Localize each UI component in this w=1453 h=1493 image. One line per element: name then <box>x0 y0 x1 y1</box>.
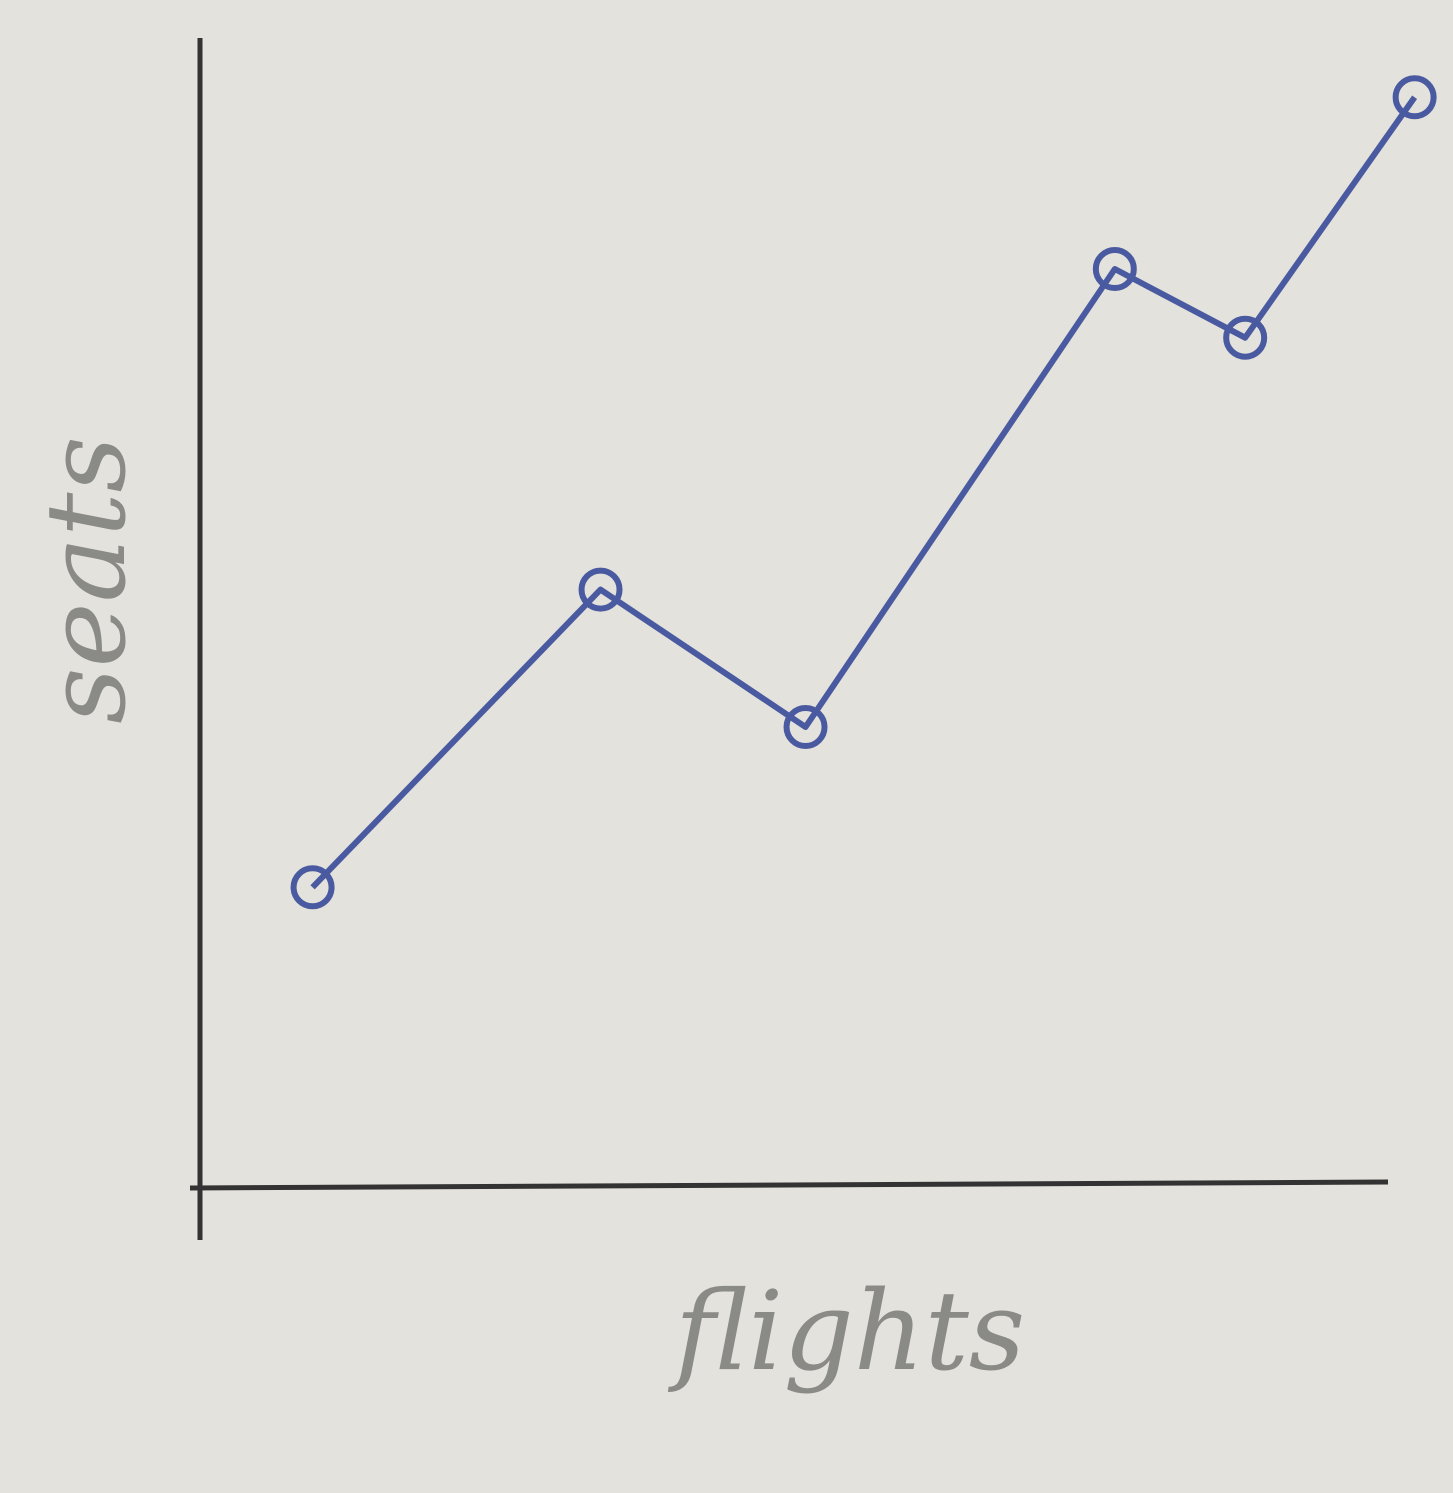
data-point <box>783 705 828 749</box>
x-axis <box>189 1179 1389 1191</box>
y-axis-label: seats <box>22 436 150 724</box>
series-line <box>310 95 1418 890</box>
data-point <box>290 865 335 910</box>
data-point <box>1223 315 1268 360</box>
data-point <box>1392 75 1437 120</box>
data-point <box>1092 247 1137 291</box>
data-point <box>578 567 623 612</box>
x-axis-label: flights <box>668 1267 1025 1395</box>
